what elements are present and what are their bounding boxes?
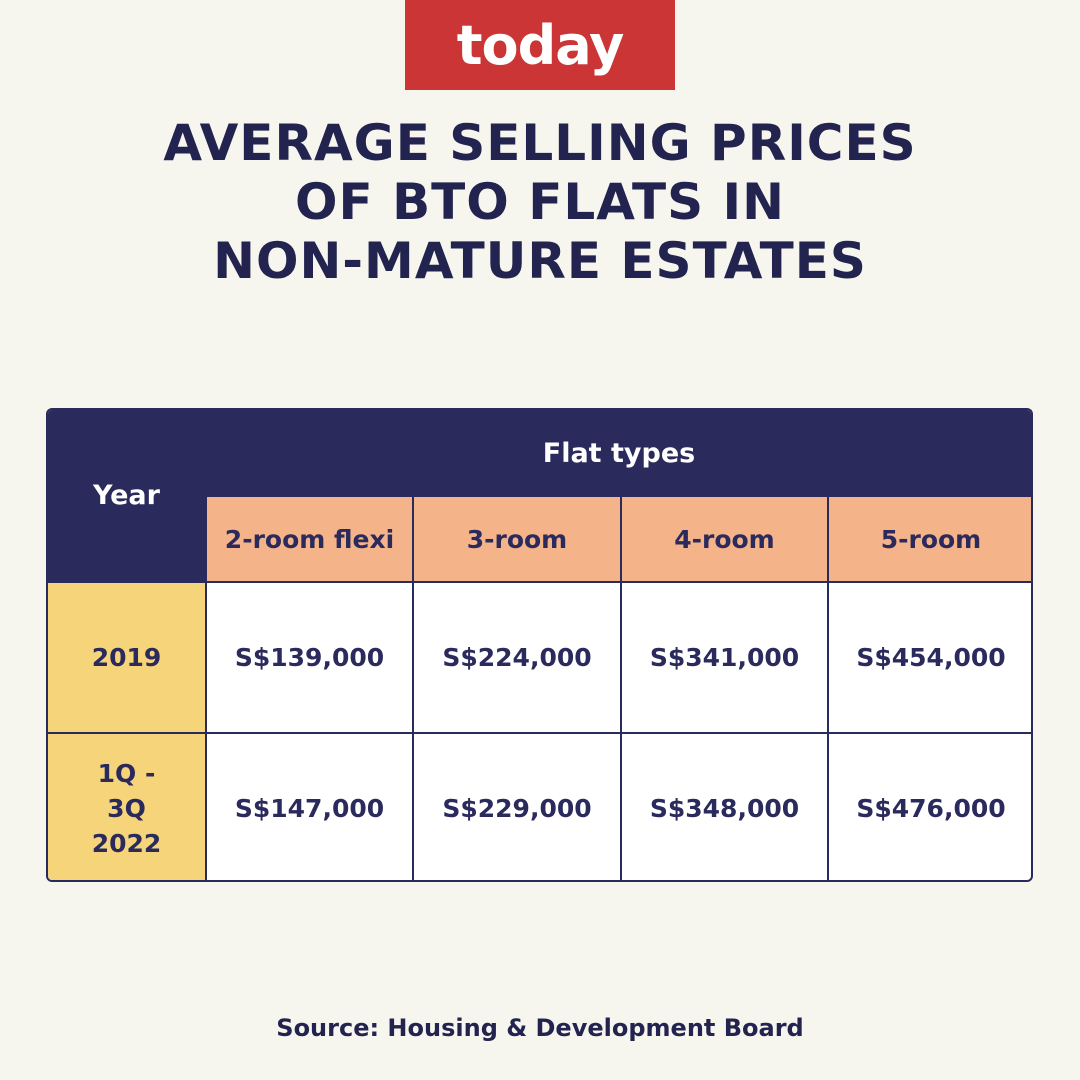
- price-cell: S$139,000: [205, 581, 412, 732]
- year-header: Year: [48, 410, 205, 581]
- page-title: AVERAGE SELLING PRICES OF BTO FLATS IN N…: [0, 114, 1080, 291]
- price-cell: S$224,000: [412, 581, 620, 732]
- year-cell: 1Q - 3Q 2022: [48, 732, 205, 880]
- column-header: 3-room: [412, 497, 620, 581]
- column-header: 2-room flexi: [205, 497, 412, 581]
- title-line: NON-MATURE ESTATES: [213, 232, 867, 290]
- column-header: 4-room: [620, 497, 827, 581]
- price-table: Year Flat types 2-room flexi 3-room 4-room…: [46, 408, 1033, 882]
- price-cell: S$476,000: [827, 732, 1031, 880]
- price-cell: S$147,000: [205, 732, 412, 880]
- title-line: OF BTO FLATS IN: [295, 173, 785, 231]
- price-cell: S$229,000: [412, 732, 620, 880]
- title-line: AVERAGE SELLING PRICES: [163, 114, 917, 172]
- column-header: 5-room: [827, 497, 1031, 581]
- today-logo: today: [405, 0, 675, 90]
- price-cell: S$348,000: [620, 732, 827, 880]
- year-cell: 2019: [48, 581, 205, 732]
- source-note: Source: Housing & Development Board: [276, 1014, 804, 1042]
- price-cell: S$454,000: [827, 581, 1031, 732]
- price-cell: S$341,000: [620, 581, 827, 732]
- flat-types-header: Flat types: [205, 410, 1031, 497]
